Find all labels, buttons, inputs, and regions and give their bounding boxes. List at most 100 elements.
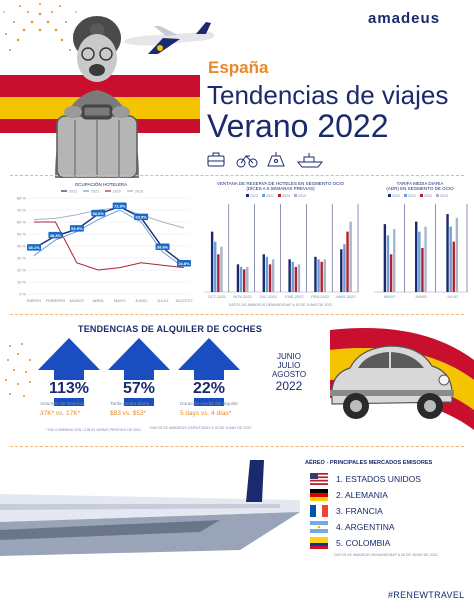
bar-2022 <box>210 231 214 292</box>
bar-2020 <box>452 241 455 292</box>
x-tick-label: DIC-2021 <box>260 294 278 299</box>
data-label-box <box>69 225 84 232</box>
data-label: 48.3% <box>48 231 63 239</box>
y-tick-label: 20 % <box>17 267 27 272</box>
up-arrow-icon <box>108 338 170 406</box>
stat-label: Duración media del alquiler <box>180 402 239 407</box>
colombia-flag <box>310 537 328 549</box>
booking-window-chart: VENTANA DE RESERVA DE HOTELES EN SEGMENT… <box>204 181 359 307</box>
germany-flag <box>310 489 328 501</box>
legend-label: 2019 <box>440 194 448 198</box>
activity-icons <box>207 152 324 168</box>
x-tick-label: OCT-2021 <box>208 294 227 299</box>
bar-2020 <box>268 264 272 292</box>
legend-swatch <box>262 194 265 197</box>
bar-2020 <box>421 248 424 292</box>
amadeus-logo: amadeus <box>368 10 441 27</box>
period-year: 2022 <box>275 379 303 393</box>
hashtag: #RENEWTRAVEL <box>388 590 465 600</box>
dotted-sun-decoration-left <box>5 343 31 397</box>
y-tick-label: 50 % <box>17 231 27 236</box>
fiat-car-image <box>330 345 454 419</box>
period-month-2: JULIO <box>277 361 301 370</box>
market-item: 3. FRANCIA <box>310 504 383 518</box>
usa-flag <box>310 473 328 485</box>
legend-label: 2020 <box>282 194 290 198</box>
airplane-image <box>123 22 215 54</box>
chart-title: TARIFA MEDIA DIARIA <box>397 181 444 186</box>
legend-label: 2019 <box>135 189 143 193</box>
data-label-box <box>155 243 170 250</box>
title-line-2: Verano 2022 <box>207 108 389 144</box>
data-label-box <box>48 231 63 239</box>
y-tick-label: 0 % <box>19 291 26 296</box>
bar-2021 <box>214 241 217 292</box>
data-label-box <box>177 260 191 267</box>
x-tick-label: NOV-2021 <box>233 294 252 299</box>
legend-swatch <box>278 194 281 197</box>
air-title: AÉREO - PRINCIPALES MERCADOS EMISORES <box>305 460 433 466</box>
bar-2021 <box>449 226 452 292</box>
bar-2022 <box>415 221 418 292</box>
data-label: 38.6% <box>155 243 170 250</box>
market-item: 1. ESTADOS UNIDOS <box>310 472 421 486</box>
data-label-text: 66.6% <box>93 211 105 216</box>
data-label: 63.5% <box>134 213 149 221</box>
legend-swatch <box>436 194 439 197</box>
x-tick-label: MAYO <box>114 298 125 303</box>
market-label: 3. FRANCIA <box>336 506 383 516</box>
legend-swatch <box>404 194 407 197</box>
air-footnote: DATOS DE AMADEUS DEMANDSNAP A 30 DE JUNI… <box>334 553 438 557</box>
bar-2020 <box>320 261 323 292</box>
stat-detail: 37K* vs. 17K* <box>40 410 81 417</box>
bar-2020 <box>242 269 246 292</box>
x-tick-label: JUNIO <box>135 298 147 303</box>
legend-label: 2022 <box>69 189 77 193</box>
bar-2021 <box>343 244 346 292</box>
car-rental-title: TENDENCIAS DE ALQUILER DE COCHES <box>78 324 263 334</box>
stat-percent: 22% <box>176 380 242 398</box>
stat-card: 57% Tarifa media diaria $83 vs. $53* <box>106 336 174 426</box>
section-divider <box>10 314 464 315</box>
x-tick-label: FEBRERO <box>46 298 65 303</box>
chart-title: VENTANA DE RESERVA DE HOTELES EN SEGMENT… <box>217 181 345 186</box>
legend-label: 2021 <box>408 194 416 198</box>
section-divider <box>10 446 464 447</box>
bar-2021 <box>418 231 421 292</box>
stat-label: Volumen de Reserva <box>40 402 85 407</box>
car-footnote-right: DATOS DE AMADEUS CARS/TODAY A 30 DE JUNI… <box>150 426 252 430</box>
charts-section: OCUPACIÓN HOTELERA 2022 2021 2020 2019 0 % 10 … <box>0 178 474 313</box>
car-rental-section: TENDENCIAS DE ALQUILER DE COCHES 113% Vol… <box>0 316 474 444</box>
bar-2019 <box>424 226 427 292</box>
y-tick-label: 10 % <box>17 279 27 284</box>
dotted-sun-decoration <box>3 3 77 51</box>
x-tick-label: JULIO <box>157 298 168 303</box>
stat-card: 113% Volumen de Reserva 37K* vs. 17K* <box>36 336 104 426</box>
bar-2021 <box>265 256 269 292</box>
y-tick-label: 80 % <box>17 195 27 200</box>
header: amadeus España Tendencias de viajes Vera… <box>0 0 474 178</box>
data-label-box <box>134 213 149 221</box>
stat-percent: 113% <box>36 380 102 398</box>
legend-label: 2019 <box>298 194 306 198</box>
stat-detail: 5 days vs. 4 días* <box>180 410 232 417</box>
legend-label: 2022 <box>392 194 400 198</box>
legend-swatch <box>246 194 249 197</box>
bar-2019 <box>323 259 327 292</box>
legend-label: 2022 <box>250 194 258 198</box>
period-month-3: AGOSTO <box>271 370 307 379</box>
chart-footnote: DATOS DE AMADEUS DEMANDSNAP A 30 DE JUNI… <box>229 303 333 307</box>
series-line-2019 <box>33 207 185 229</box>
market-label: 1. ESTADOS UNIDOS <box>336 474 421 484</box>
y-tick-label: 70 % <box>17 207 27 212</box>
period-month-1: JUNIO <box>277 352 301 361</box>
legend-label: 2020 <box>113 189 121 193</box>
bar-2019 <box>297 264 301 292</box>
bar-2019 <box>349 221 352 292</box>
market-label: 5. COLOMBIA <box>336 538 391 548</box>
bicycle-icon <box>236 155 258 168</box>
market-item: 4. ARGENTINA <box>310 520 395 534</box>
x-tick-label: MARZO <box>70 298 84 303</box>
bar-2019 <box>246 266 249 292</box>
legend-label: 2021 <box>91 189 99 193</box>
